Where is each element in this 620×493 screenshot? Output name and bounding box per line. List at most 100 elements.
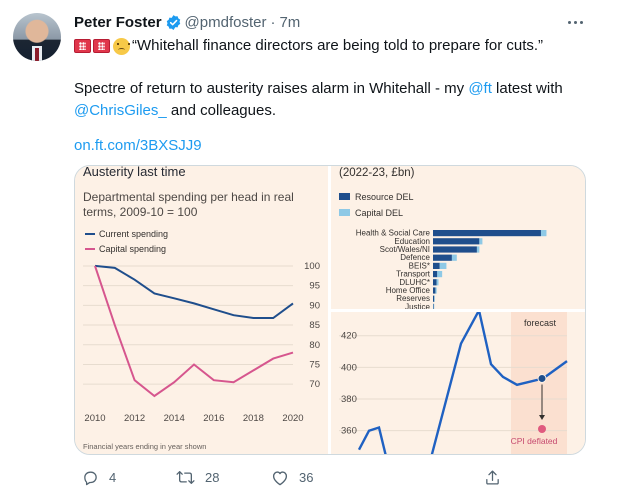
avatar-tie — [35, 48, 39, 61]
cpi-deflated-label: CPI deflated — [511, 436, 558, 446]
bar-category-label: DLUHC* — [399, 278, 430, 287]
y-tick-label: 420 — [341, 331, 357, 342]
forecast-line-chart: 420 400 380 360 forecast CPI deflated — [339, 307, 568, 454]
y-tick-label: 80 — [309, 340, 320, 351]
forecast-label: forecast — [524, 318, 557, 328]
bar-resource-del — [433, 271, 438, 278]
chart-subtitle-line2: terms, 2009-10 = 100 — [83, 205, 198, 219]
forecast-y-ticks: 420 400 380 360 — [341, 331, 357, 437]
deflated-arrowhead — [539, 415, 545, 420]
del-bar-chart: (2022-23, £bn) Resource DEL Capital DEL … — [339, 167, 547, 311]
tweet-body-line-2: @ChrisGiles_ and colleagues. — [74, 100, 594, 122]
article-url-link[interactable]: on.ft.com/3BXSJJ9 — [74, 137, 202, 154]
x-tick-label: 2020 — [282, 413, 303, 424]
tweet-actions: 4 28 36 — [74, 466, 514, 488]
bar-capital-del — [540, 230, 547, 237]
tweet-timestamp[interactable]: 7m — [279, 13, 301, 31]
bar-category-label: Education — [394, 237, 430, 246]
bar-category-label: Home Office — [386, 286, 431, 295]
y-axis-ticks: 100 95 90 85 80 75 70 — [304, 261, 320, 390]
y-tick-label: 70 — [309, 379, 320, 390]
bar-capital-del — [435, 287, 437, 294]
bar-resource-del — [433, 287, 436, 294]
author-handle[interactable]: @pmdfoster — [184, 13, 267, 31]
flag-icon — [74, 39, 91, 53]
reply-icon — [84, 471, 97, 485]
flag-icon — [93, 39, 110, 53]
tweet-body-text: Spectre of return to austerity raises al… — [74, 80, 469, 97]
bar-series: Health & Social CareEducationScot/Wales/… — [356, 229, 547, 311]
tweet-body-text: and colleagues. — [166, 102, 276, 119]
retweet-count: 28 — [205, 469, 220, 485]
bar-chart-subtitle: (2022-23, £bn) — [339, 167, 415, 179]
bar-category-label: BEIS* — [409, 261, 430, 270]
forecast-highlight-point — [537, 373, 547, 383]
y-tick-label: 100 — [304, 261, 320, 272]
spending-bar-chart-image[interactable]: (2022-23, £bn) Resource DEL Capital DEL … — [331, 166, 585, 311]
like-count: 36 — [299, 469, 314, 485]
bar-resource-del — [433, 254, 452, 261]
legend-resource-swatch — [339, 193, 350, 200]
bar-capital-del — [439, 262, 447, 269]
forecast-series-line — [357, 307, 568, 454]
bar-resource-del — [433, 295, 435, 302]
like-button[interactable]: 36 — [271, 466, 313, 488]
y-tick-label: 360 — [341, 426, 357, 437]
tweet-quote-line: “Whitehall finance directors are being t… — [74, 35, 594, 57]
x-tick-label: 2014 — [164, 413, 185, 424]
mention-ft-link[interactable]: @ft — [468, 80, 492, 97]
retweet-button[interactable]: 28 — [176, 466, 219, 488]
bar-capital-del — [434, 295, 435, 302]
reply-button[interactable]: 4 — [82, 466, 116, 488]
x-axis-ticks: 2010 2012 2014 2016 2018 2020 — [84, 413, 303, 424]
bar-resource-del — [433, 246, 477, 253]
y-tick-label: 85 — [309, 320, 320, 331]
x-tick-label: 2012 — [124, 413, 145, 424]
bar-category-label: Defence — [400, 253, 430, 262]
austerity-chart-image[interactable]: Austerity last time Departmental spendin… — [75, 166, 328, 454]
chart-gridlines — [83, 265, 293, 385]
bar-category-label: Justice — [405, 302, 430, 309]
bar-category-label: Health & Social Care — [356, 229, 431, 238]
forecast-gridlines — [339, 335, 567, 432]
heart-icon — [272, 470, 288, 485]
bar-capital-del — [451, 254, 457, 261]
chart-footnote: Financial years ending in year shown — [83, 442, 206, 451]
retweet-icon — [176, 470, 195, 484]
x-tick-label: 2018 — [243, 413, 264, 424]
bar-capital-del — [433, 303, 435, 310]
share-button[interactable] — [484, 466, 501, 488]
y-tick-label: 400 — [341, 362, 357, 373]
author-name[interactable]: Peter Foster — [74, 13, 162, 31]
y-tick-label: 380 — [341, 394, 357, 405]
bar-resource-del — [433, 303, 434, 310]
bar-category-label: Transport — [396, 270, 431, 279]
y-tick-label: 90 — [309, 300, 320, 311]
mention-chrisgiles-link[interactable]: @ChrisGiles_ — [74, 102, 167, 119]
chart-title: Austerity last time — [83, 166, 186, 179]
bar-resource-del — [433, 262, 440, 269]
austerity-line-chart: Austerity last time Departmental spendin… — [83, 166, 320, 451]
tweet-quote: “Whitehall finance directors are being t… — [132, 37, 544, 54]
tweet-body-text: latest with — [491, 80, 563, 97]
avatar[interactable] — [13, 13, 61, 61]
x-tick-label: 2016 — [203, 413, 224, 424]
more-options-icon[interactable] — [564, 12, 586, 32]
bar-capital-del — [479, 238, 483, 245]
series-line-capital-spending — [94, 265, 294, 398]
bar-resource-del — [433, 279, 437, 286]
bar-capital-del — [437, 271, 443, 278]
legend-capital-del-label: Capital DEL — [355, 208, 403, 218]
tweet-body-line-1: Spectre of return to austerity raises al… — [74, 78, 594, 100]
verified-badge-icon — [166, 14, 180, 30]
reply-count: 4 — [109, 469, 117, 485]
y-tick-label: 95 — [309, 281, 320, 292]
y-tick-label: 75 — [309, 359, 320, 370]
forecast-chart-image[interactable]: 420 400 380 360 forecast CPI deflated — [331, 307, 585, 454]
bar-capital-del — [436, 279, 439, 286]
tweet-header: Peter Foster @pmdfoster · 7m — [74, 12, 300, 32]
tweet-media-grid[interactable]: Austerity last time Departmental spendin… — [74, 165, 586, 455]
worried-face-icon — [113, 37, 130, 55]
bar-category-label: Reserves — [396, 294, 430, 303]
bar-resource-del — [433, 238, 480, 245]
